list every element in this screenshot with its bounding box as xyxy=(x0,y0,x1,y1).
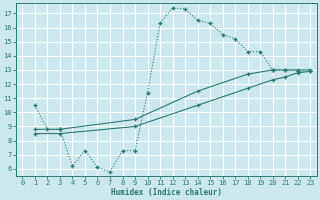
X-axis label: Humidex (Indice chaleur): Humidex (Indice chaleur) xyxy=(111,188,222,197)
